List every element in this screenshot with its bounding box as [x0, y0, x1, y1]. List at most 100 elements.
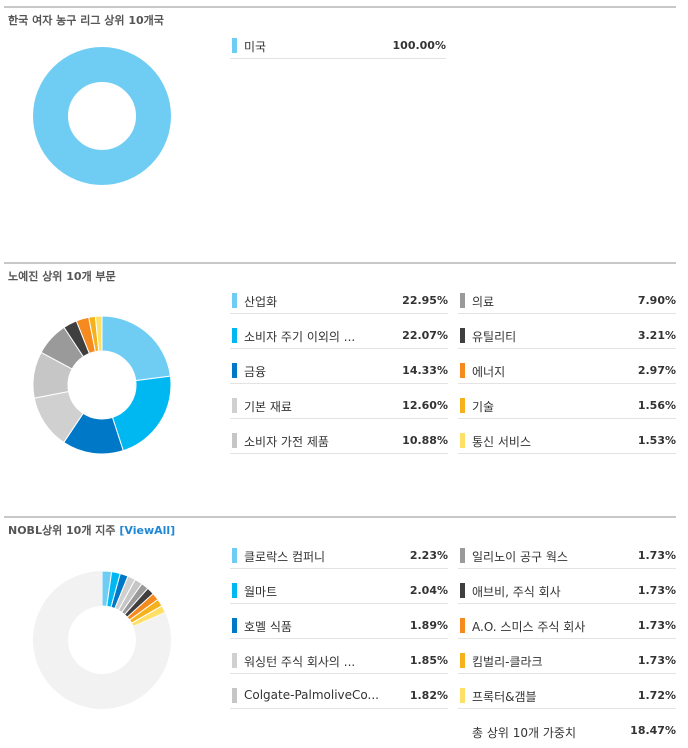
legend-value: 10.88% [402, 434, 448, 447]
legend-label: 기본 재료 [244, 400, 292, 414]
pie-slice-remainder [32, 571, 171, 709]
legend-swatch [232, 293, 237, 308]
legend-label: 킴벌리-클라크 [472, 655, 543, 669]
legend-value: 7.90% [637, 294, 676, 307]
legend-item: A.O. 스미스 주식 회사 1.73% [458, 614, 676, 639]
section-title: 한국 여자 농구 리그 상위 10개국 [8, 14, 164, 27]
legend-swatch [460, 328, 465, 343]
legend-swatch [232, 328, 237, 343]
legend-label: 월마트 [244, 585, 278, 599]
legend-item: 애브비, 주식 회사 1.73% [458, 579, 676, 604]
legend-label: 의료 [472, 295, 495, 309]
pie-slice [111, 375, 172, 452]
legend-label: Colgate-PalmoliveCo... [244, 688, 379, 702]
legend-label: 애브비, 주식 회사 [472, 585, 561, 599]
legend-item: 일리노이 공구 웍스 1.73% [458, 544, 676, 569]
legend-swatch [460, 618, 465, 633]
legend-label: 금융 [244, 365, 267, 379]
legend-label: 미국 [244, 40, 267, 54]
pie-slice [94, 315, 103, 352]
legend-swatch [232, 653, 237, 668]
legend-value: 14.33% [402, 364, 448, 377]
legend-label: 일리노이 공구 웍스 [472, 550, 568, 564]
legend-value: 1.73% [637, 584, 676, 597]
legend-item: 소비자 주기 이외의 ... 22.07% [230, 324, 448, 349]
total-weight-row: 총 상위 10개 가중치 18.47% [458, 718, 676, 742]
legend-label: 소비자 주기 이외의 ... [244, 330, 356, 344]
legend-label: 프록터&갬블 [472, 690, 537, 704]
legend-value: 22.07% [402, 329, 448, 342]
legend-item: 클로락스 컴퍼니 2.23% [230, 544, 448, 569]
legend-swatch [460, 653, 465, 668]
legend-item: 산업화 22.95% [230, 289, 448, 314]
legend-swatch [232, 618, 237, 633]
legend-swatch [460, 688, 465, 703]
legend-value: 22.95% [402, 294, 448, 307]
legend-swatch [232, 433, 237, 448]
legend-value: 3.21% [637, 329, 676, 342]
legend-item: 에너지 2.97% [458, 359, 676, 384]
legend-swatch [232, 38, 237, 53]
legend-item: 유틸리티 3.21% [458, 324, 676, 349]
legend-value: 1.73% [637, 549, 676, 562]
legend-swatch [460, 363, 465, 378]
legend-label: 소비자 가전 제품 [244, 435, 329, 449]
legend-item: 킴벌리-클라크 1.73% [458, 649, 676, 674]
legend-swatch [460, 398, 465, 413]
legend-value: 1.53% [637, 434, 676, 447]
legend-label: A.O. 스미스 주식 회사 [472, 620, 586, 634]
legend-value: 1.82% [409, 689, 448, 702]
legend-item: 의료 7.90% [458, 289, 676, 314]
legend-item: 월마트 2.04% [230, 579, 448, 604]
legend-label: 통신 서비스 [472, 435, 532, 449]
total-weight-value: 18.47% [630, 724, 676, 737]
legend-value: 1.56% [637, 399, 676, 412]
legend-swatch [460, 583, 465, 598]
legend-value: 2.23% [409, 549, 448, 562]
legend-value: 1.72% [637, 689, 676, 702]
legend-swatch [232, 363, 237, 378]
legend-label: 유틸리티 [472, 330, 517, 344]
holdings-donut-chart [32, 570, 171, 709]
legend-item: 기술 1.56% [458, 394, 676, 419]
view-all-link[interactable]: [ViewAll] [119, 524, 176, 537]
legend-label: 산업화 [244, 295, 278, 309]
legend-swatch [232, 398, 237, 413]
legend-label: 워싱턴 주식 회사의 ... [244, 655, 356, 669]
legend-item: 워싱턴 주식 회사의 ... 1.85% [230, 649, 448, 674]
pie-slice [130, 605, 166, 628]
legend-swatch [460, 293, 465, 308]
legend-item: 미국 100.00% [230, 34, 446, 59]
total-weight-label: 총 상위 10개 가중치 [472, 726, 576, 740]
legend-swatch [460, 433, 465, 448]
legend-label: 기술 [472, 400, 495, 414]
legend-value: 12.60% [402, 399, 448, 412]
section-divider [4, 262, 676, 264]
legend-value: 1.73% [637, 619, 676, 632]
legend-item: 금융 14.33% [230, 359, 448, 384]
legend-value: 100.00% [392, 39, 446, 52]
sector-donut-chart [32, 315, 172, 455]
legend-item: 프록터&갬블 1.72% [458, 684, 676, 709]
legend-label: 호멜 식품 [244, 620, 292, 634]
section-divider [4, 6, 676, 8]
legend-item: 기본 재료 12.60% [230, 394, 448, 419]
legend-item: 호멜 식품 1.89% [230, 614, 448, 639]
legend-item: Colgate-PalmoliveCo... 1.82% [230, 684, 448, 709]
legend-value: 1.73% [637, 654, 676, 667]
pie-slice [33, 47, 171, 185]
legend-swatch [232, 583, 237, 598]
legend-swatch [232, 548, 237, 563]
legend-value: 1.85% [409, 654, 448, 667]
legend-label: 클로락스 컴퍼니 [244, 550, 326, 564]
legend-item: 소비자 가전 제품 10.88% [230, 429, 448, 454]
section-divider [4, 516, 676, 518]
country-donut-chart [33, 47, 171, 185]
pie-slice [101, 315, 171, 382]
legend-swatch [232, 688, 237, 703]
legend-label: 에너지 [472, 365, 506, 379]
section-title: 노예진 상위 10개 부문 [8, 270, 116, 283]
legend-value: 2.97% [637, 364, 676, 377]
legend-item: 통신 서비스 1.53% [458, 429, 676, 454]
legend-value: 1.89% [409, 619, 448, 632]
